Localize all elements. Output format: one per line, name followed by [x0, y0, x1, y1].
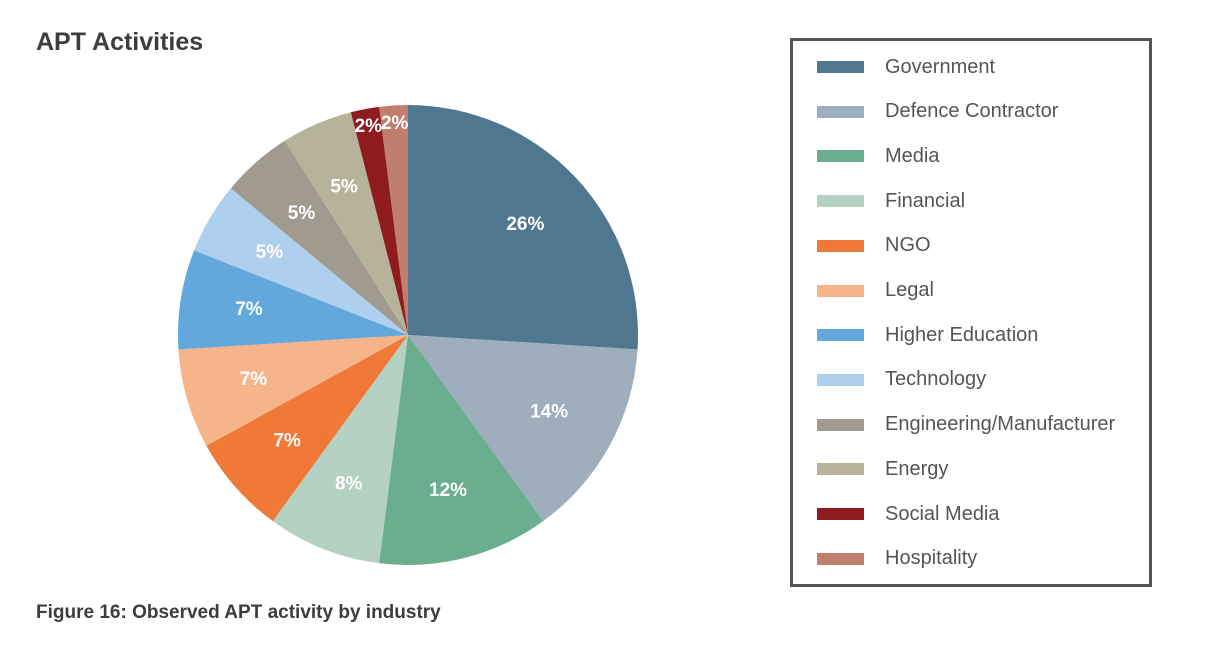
chart-legend: Government Defence Contractor Media Financi… [790, 38, 1152, 587]
legend-swatch [817, 239, 864, 252]
legend-label: Social Media [885, 502, 1000, 525]
legend-label: Hospitality [885, 547, 978, 570]
pie-slice-ngo [206, 335, 408, 522]
pie-chart: 26%14%12%8%7%7%7%5%5%5%2%2% [178, 105, 638, 565]
figure-caption: Figure 16: Observed APT activity by indu… [36, 602, 441, 623]
chart-title: APT Activities [36, 28, 204, 56]
slice-value-label: 5% [330, 176, 358, 197]
pie-slice-government [408, 105, 638, 350]
legend-swatch [817, 508, 864, 520]
legend-item: NGO [817, 231, 931, 261]
legend-label: Defence Contractor [885, 100, 1059, 123]
legend-item: Legal [817, 276, 934, 306]
slice-value-label: 8% [335, 474, 363, 495]
legend-item: Financial [817, 186, 965, 216]
legend-label: Higher Education [885, 323, 1039, 346]
legend-swatch [817, 373, 864, 386]
legend-item: Social Media [817, 499, 1000, 529]
slice-value-label: 2% [381, 113, 409, 134]
legend-swatch [817, 329, 864, 342]
slice-value-label: 5% [256, 242, 284, 263]
legend-label: Legal [885, 279, 934, 301]
pie-slice-media [379, 335, 544, 565]
legend-item: Energy [817, 454, 948, 484]
legend-label: Government [885, 55, 996, 78]
pie-slice-energy [284, 112, 408, 335]
legend-swatch [817, 150, 864, 163]
legend-label: Energy [885, 457, 949, 480]
legend-item: Defence Contractor [817, 97, 1058, 127]
pie-slice-technology [194, 188, 408, 335]
legend-swatch [817, 552, 864, 565]
legend-item: Media [817, 141, 939, 171]
legend-item: Higher Education [817, 320, 1038, 350]
pie-slice-financial [272, 335, 408, 564]
legend-swatch [817, 105, 864, 118]
legend-item: Technology [817, 365, 986, 395]
pie-slice-higher-education [178, 250, 408, 350]
legend-label: Financial [885, 189, 966, 212]
pie-slice-legal [178, 335, 408, 446]
legend-swatch [817, 463, 864, 476]
legend-swatch [817, 61, 864, 73]
slice-value-label: 12% [429, 480, 467, 501]
legend-swatch [817, 284, 864, 297]
legend-item: Hospitality [817, 544, 977, 574]
slice-value-label: 7% [235, 299, 263, 320]
legend-label: Technology [885, 368, 987, 391]
legend-label: Media [885, 144, 940, 167]
slice-value-label: 26% [506, 214, 544, 235]
slice-value-label: 7% [240, 369, 268, 390]
legend-swatch [817, 418, 864, 431]
slice-value-label: 7% [273, 430, 301, 451]
pie-slice-engineering-manufacturer [230, 140, 408, 335]
legend-item: Government [817, 52, 995, 82]
slice-value-label: 14% [530, 402, 568, 423]
pie-slice-defence-contractor [408, 335, 638, 522]
pie-slice-hospitality [379, 105, 408, 335]
legend-item: Engineering/Manufacturer [817, 410, 1115, 440]
slice-value-label: 2% [355, 116, 383, 137]
pie-slice-social-media [350, 106, 408, 335]
legend-label: Engineering/Manufacturer [885, 413, 1116, 436]
legend-swatch [817, 195, 864, 208]
slice-value-label: 5% [288, 203, 316, 224]
legend-label: NGO [885, 234, 931, 257]
